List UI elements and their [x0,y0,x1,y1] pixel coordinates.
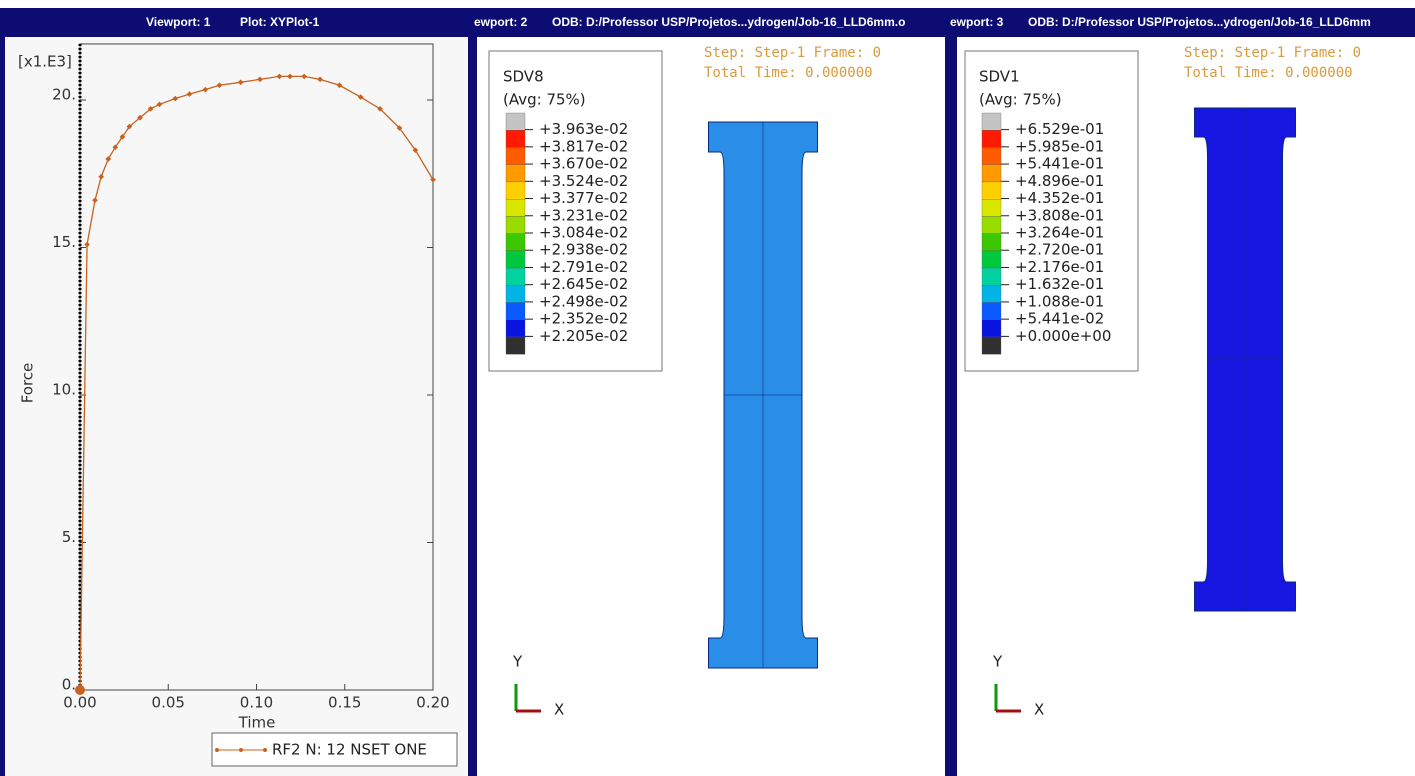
legend-label: +1.632e-01 [1015,275,1104,293]
legend-label: +3.377e-02 [539,189,628,207]
legend-title: SDV1 [979,68,1020,86]
legend-label: +3.670e-02 [539,155,628,173]
legend-label: +3.084e-02 [539,224,628,242]
legend-label: +0.000e+00 [1015,327,1111,345]
legend-marker [263,748,267,752]
color-swatch [982,199,1001,216]
legend-label: +4.352e-01 [1015,189,1104,207]
x-tick-label: 0.15 [328,694,361,712]
y-axis-label: Force [19,363,37,404]
screen: Viewport: 1 Plot: XYPlot-1 ewport: 2 ODB… [0,0,1415,776]
viewport-header: ODB: D:/Professor USP/Projetos...ydrogen… [552,15,905,29]
triad-label: X [1034,701,1044,719]
time-info: Total Time: 0.000000 [1184,65,1353,81]
axis-multiplier: [x1.E3] [18,53,72,71]
legend-label: RF2 N: 12 NSET ONE [272,741,427,759]
legend-label: +5.441e-02 [1015,310,1104,328]
legend-marker [239,748,243,752]
color-swatch [506,216,525,233]
color-swatch [506,303,525,320]
legend-label: +2.791e-02 [539,258,628,276]
triad-label: Y [512,653,523,671]
color-swatch [506,199,525,216]
step-info: Step: Step-1 Frame: 0 [704,45,881,61]
legend-label: +3.808e-01 [1015,206,1104,224]
x-tick-label: 0.10 [240,694,273,712]
color-swatch [982,130,1001,147]
legend-label: +3.524e-02 [539,172,628,190]
color-swatch [506,251,525,268]
color-swatch [982,320,1001,337]
legend-title: SDV8 [503,68,544,86]
color-swatch [982,303,1001,320]
color-swatch [506,113,525,130]
legend-label: +2.205e-02 [539,327,628,345]
color-swatch [982,182,1001,199]
legend-label: +6.529e-01 [1015,120,1104,138]
viewport-header: Viewport: 1 [146,15,211,29]
color-swatch [982,234,1001,251]
color-swatch [982,165,1001,182]
start-marker [75,685,85,695]
color-swatch [506,130,525,147]
legend-marker [215,748,219,752]
legend-label: +2.938e-02 [539,241,628,259]
viewport-header: Plot: XYPlot-1 [240,15,320,29]
legend-subtitle: (Avg: 75%) [979,91,1062,109]
legend-label: +3.817e-02 [539,137,628,155]
color-swatch [506,320,525,337]
color-swatch [506,165,525,182]
viewport-header: ewport: 3 [950,15,1004,29]
viewport-1[interactable] [5,37,468,776]
color-swatch [506,268,525,285]
y-tick-label: 0. [62,676,76,694]
legend-label: +2.720e-01 [1015,241,1104,259]
triad-label: X [554,701,564,719]
color-swatch [982,251,1001,268]
x-tick-label: 0.20 [416,694,449,712]
x-tick-label: 0.05 [152,694,185,712]
color-swatch [506,234,525,251]
legend-label: +2.645e-02 [539,275,628,293]
time-info: Total Time: 0.000000 [704,65,873,81]
viewport-header: ODB: D:/Professor USP/Projetos...ydrogen… [1028,15,1371,29]
x-tick-label: 0.00 [63,694,96,712]
color-swatch [982,113,1001,130]
y-tick-label: 15. [52,233,76,251]
color-swatch [506,285,525,302]
legend-label: +4.896e-01 [1015,172,1104,190]
legend-label: +3.231e-02 [539,206,628,224]
x-axis-label: Time [238,714,276,732]
y-tick-label: 20. [52,86,76,104]
legend-label: +2.176e-01 [1015,258,1104,276]
top-strip [0,0,1415,8]
color-swatch [982,285,1001,302]
legend-label: +2.352e-02 [539,310,628,328]
step-info: Step: Step-1 Frame: 0 [1184,45,1361,61]
y-tick-label: 10. [52,381,76,399]
color-swatch [982,216,1001,233]
legend-label: +1.088e-01 [1015,292,1104,310]
color-swatch [982,268,1001,285]
color-swatch [982,337,1001,354]
color-swatch [506,182,525,199]
triad-label: Y [992,653,1003,671]
legend-label: +5.985e-01 [1015,137,1104,155]
legend-label: +2.498e-02 [539,292,628,310]
page: {"viewports":[ {"header":["Viewport: 1",… [0,0,1415,776]
legend-label: +3.264e-01 [1015,224,1104,242]
y-tick-label: 5. [62,528,76,546]
viewport-header: ewport: 2 [474,15,528,29]
color-swatch [506,337,525,354]
color-swatch [982,147,1001,164]
legend-subtitle: (Avg: 75%) [503,91,586,109]
legend-label: +3.963e-02 [539,120,628,138]
color-swatch [506,147,525,164]
legend-label: +5.441e-01 [1015,155,1104,173]
